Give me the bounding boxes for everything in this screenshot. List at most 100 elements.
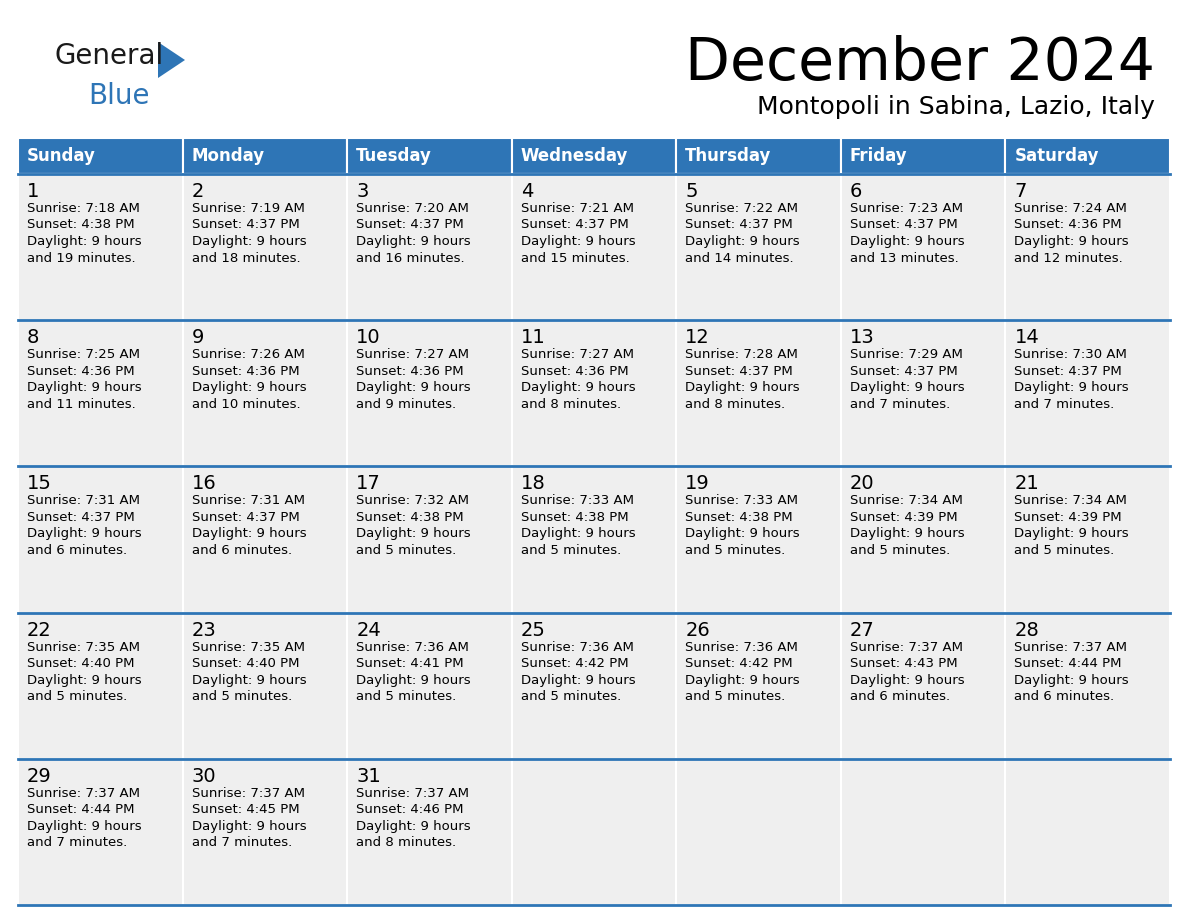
Text: Daylight: 9 hours: Daylight: 9 hours [849,381,965,394]
Bar [347,174,512,320]
Text: Daylight: 9 hours: Daylight: 9 hours [849,235,965,248]
Text: and 14 minutes.: and 14 minutes. [685,252,794,264]
Text: and 5 minutes.: and 5 minutes. [27,690,127,703]
Text: Sunset: 4:37 PM: Sunset: 4:37 PM [27,511,134,524]
Text: and 7 minutes.: and 7 minutes. [849,397,950,410]
Text: and 16 minutes.: and 16 minutes. [356,252,465,264]
Text: Daylight: 9 hours: Daylight: 9 hours [191,674,307,687]
Text: 17: 17 [356,475,381,493]
Text: December 2024: December 2024 [685,35,1155,92]
Text: and 5 minutes.: and 5 minutes. [356,543,456,557]
Bar [841,466,1005,612]
Text: Sunset: 4:41 PM: Sunset: 4:41 PM [356,657,463,670]
Text: Sunrise: 7:23 AM: Sunrise: 7:23 AM [849,202,962,215]
Bar [347,320,512,466]
Text: Sunset: 4:39 PM: Sunset: 4:39 PM [849,511,958,524]
Text: and 6 minutes.: and 6 minutes. [191,543,292,557]
Text: 23: 23 [191,621,216,640]
Text: and 6 minutes.: and 6 minutes. [27,543,127,557]
Text: Sunset: 4:37 PM: Sunset: 4:37 PM [685,218,794,231]
Text: 31: 31 [356,767,381,786]
Text: Daylight: 9 hours: Daylight: 9 hours [27,820,141,833]
Bar [512,320,676,466]
Text: Sunset: 4:37 PM: Sunset: 4:37 PM [520,218,628,231]
Text: Sunset: 4:44 PM: Sunset: 4:44 PM [1015,657,1121,670]
Text: and 9 minutes.: and 9 minutes. [356,397,456,410]
Text: Daylight: 9 hours: Daylight: 9 hours [356,674,470,687]
Bar [676,320,841,466]
Text: and 19 minutes.: and 19 minutes. [27,252,135,264]
Bar [512,612,676,759]
Bar [183,759,347,905]
Text: Sunset: 4:37 PM: Sunset: 4:37 PM [849,218,958,231]
Text: 24: 24 [356,621,381,640]
Bar [18,320,183,466]
Text: Sunrise: 7:33 AM: Sunrise: 7:33 AM [685,495,798,508]
Bar [676,759,841,905]
Text: Blue: Blue [88,82,150,110]
Bar [347,466,512,612]
Text: Daylight: 9 hours: Daylight: 9 hours [1015,235,1129,248]
Text: Sunrise: 7:37 AM: Sunrise: 7:37 AM [849,641,962,654]
Text: Sunset: 4:43 PM: Sunset: 4:43 PM [849,657,958,670]
Bar [676,138,841,174]
Text: and 7 minutes.: and 7 minutes. [27,836,127,849]
Text: and 8 minutes.: and 8 minutes. [520,397,621,410]
Text: 21: 21 [1015,475,1040,493]
Text: 30: 30 [191,767,216,786]
Bar [1005,174,1170,320]
Text: Sunrise: 7:27 AM: Sunrise: 7:27 AM [356,348,469,361]
Text: Sunrise: 7:26 AM: Sunrise: 7:26 AM [191,348,304,361]
Text: 2: 2 [191,182,204,201]
Text: 4: 4 [520,182,533,201]
Text: Sunset: 4:38 PM: Sunset: 4:38 PM [27,218,134,231]
Text: and 8 minutes.: and 8 minutes. [356,836,456,849]
Text: Sunset: 4:36 PM: Sunset: 4:36 PM [191,364,299,377]
Text: Sunset: 4:45 PM: Sunset: 4:45 PM [191,803,299,816]
Text: Sunset: 4:38 PM: Sunset: 4:38 PM [356,511,463,524]
Text: Daylight: 9 hours: Daylight: 9 hours [356,381,470,394]
Text: Sunrise: 7:19 AM: Sunrise: 7:19 AM [191,202,304,215]
Text: and 5 minutes.: and 5 minutes. [520,690,621,703]
Text: 1: 1 [27,182,39,201]
Text: Sunset: 4:40 PM: Sunset: 4:40 PM [27,657,134,670]
Text: Daylight: 9 hours: Daylight: 9 hours [849,528,965,541]
Text: and 5 minutes.: and 5 minutes. [1015,543,1114,557]
Text: Daylight: 9 hours: Daylight: 9 hours [356,820,470,833]
Text: 9: 9 [191,329,204,347]
Text: and 13 minutes.: and 13 minutes. [849,252,959,264]
Text: Sunrise: 7:37 AM: Sunrise: 7:37 AM [1015,641,1127,654]
Text: Sunrise: 7:21 AM: Sunrise: 7:21 AM [520,202,633,215]
Text: 8: 8 [27,329,39,347]
Text: General: General [55,42,164,70]
Bar [841,612,1005,759]
Bar [183,612,347,759]
Text: Sunrise: 7:36 AM: Sunrise: 7:36 AM [356,641,469,654]
Text: Daylight: 9 hours: Daylight: 9 hours [27,528,141,541]
Text: Sunset: 4:37 PM: Sunset: 4:37 PM [685,364,794,377]
Bar [18,466,183,612]
Text: Daylight: 9 hours: Daylight: 9 hours [520,528,636,541]
Text: Daylight: 9 hours: Daylight: 9 hours [356,528,470,541]
Bar [18,612,183,759]
Text: Sunrise: 7:37 AM: Sunrise: 7:37 AM [356,787,469,800]
Text: Monday: Monday [191,147,265,165]
Text: Sunrise: 7:25 AM: Sunrise: 7:25 AM [27,348,140,361]
Text: Daylight: 9 hours: Daylight: 9 hours [520,674,636,687]
Text: Daylight: 9 hours: Daylight: 9 hours [191,528,307,541]
Text: Sunrise: 7:36 AM: Sunrise: 7:36 AM [520,641,633,654]
Text: Sunset: 4:38 PM: Sunset: 4:38 PM [685,511,792,524]
Text: Sunrise: 7:20 AM: Sunrise: 7:20 AM [356,202,469,215]
Text: Thursday: Thursday [685,147,772,165]
Text: Daylight: 9 hours: Daylight: 9 hours [191,381,307,394]
Text: and 7 minutes.: and 7 minutes. [191,836,292,849]
Bar [841,138,1005,174]
Text: and 6 minutes.: and 6 minutes. [849,690,950,703]
Bar [512,466,676,612]
Bar [18,138,183,174]
Text: and 5 minutes.: and 5 minutes. [849,543,950,557]
Text: and 12 minutes.: and 12 minutes. [1015,252,1123,264]
Text: Daylight: 9 hours: Daylight: 9 hours [191,235,307,248]
Bar [347,759,512,905]
Text: Sunday: Sunday [27,147,96,165]
